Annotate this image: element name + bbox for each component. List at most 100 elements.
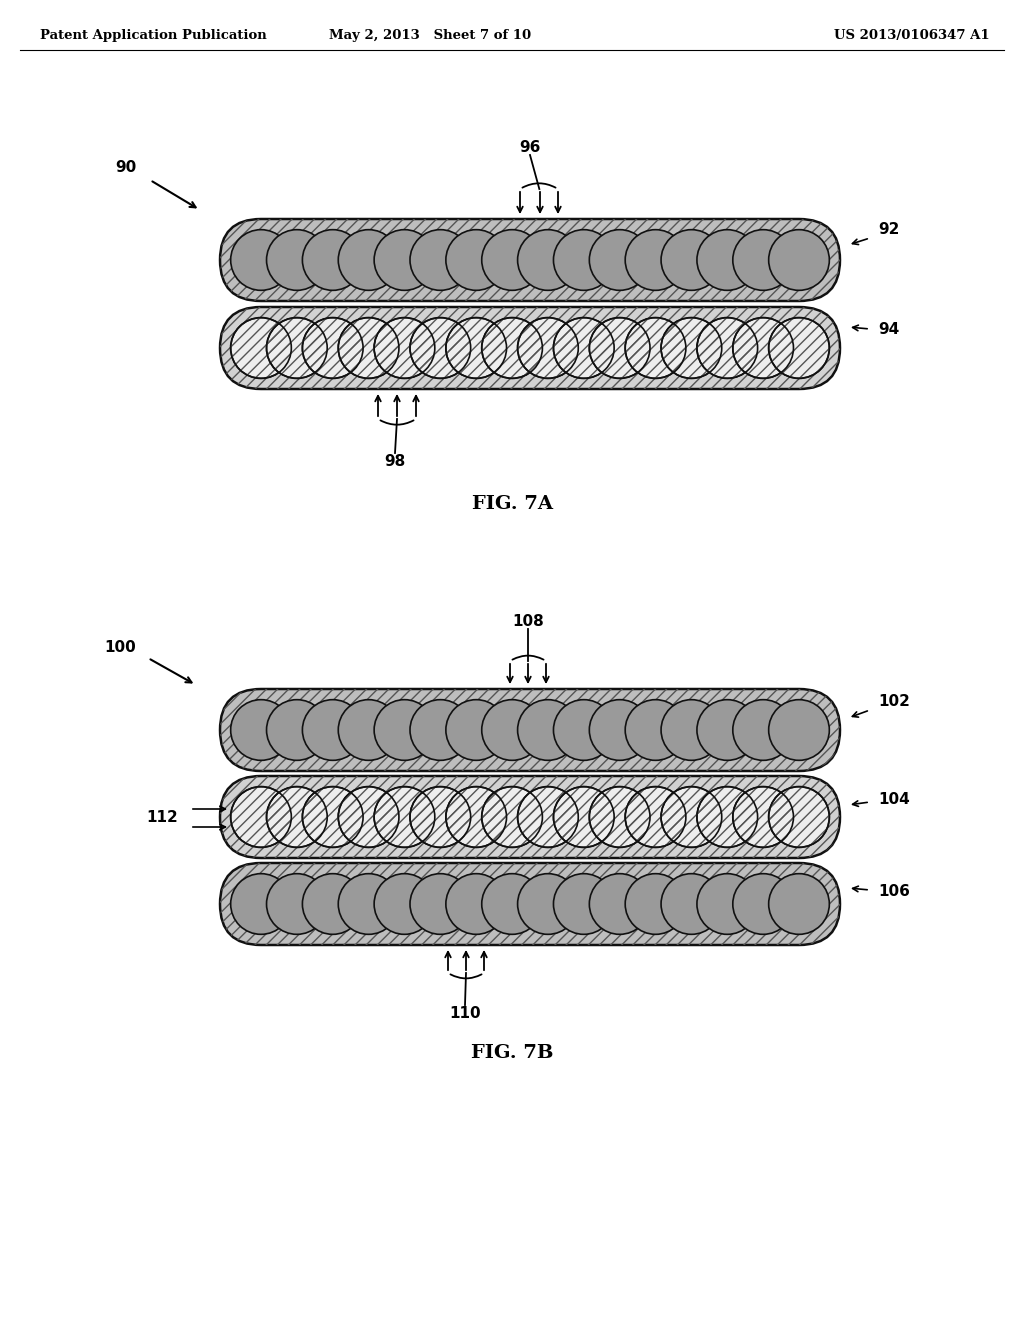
Circle shape <box>733 318 794 379</box>
Text: FIG. 7B: FIG. 7B <box>471 1044 553 1063</box>
Circle shape <box>662 230 722 290</box>
Circle shape <box>590 230 650 290</box>
Text: 96: 96 <box>519 140 541 154</box>
Circle shape <box>517 318 579 379</box>
Text: 94: 94 <box>878 322 899 338</box>
Circle shape <box>410 318 471 379</box>
Circle shape <box>302 318 364 379</box>
Circle shape <box>769 230 829 290</box>
Circle shape <box>553 787 614 847</box>
Circle shape <box>697 787 758 847</box>
Circle shape <box>410 787 471 847</box>
Circle shape <box>374 318 435 379</box>
Circle shape <box>230 874 292 935</box>
FancyBboxPatch shape <box>220 308 840 389</box>
Circle shape <box>769 787 829 847</box>
Circle shape <box>733 874 794 935</box>
Circle shape <box>410 230 471 290</box>
Circle shape <box>266 318 328 379</box>
Circle shape <box>445 700 507 760</box>
Text: May 2, 2013   Sheet 7 of 10: May 2, 2013 Sheet 7 of 10 <box>329 29 531 41</box>
Circle shape <box>481 318 543 379</box>
FancyBboxPatch shape <box>220 776 840 858</box>
Circle shape <box>733 787 794 847</box>
Circle shape <box>553 874 614 935</box>
Circle shape <box>302 787 364 847</box>
Circle shape <box>481 874 543 935</box>
Text: 90: 90 <box>116 161 136 176</box>
Circle shape <box>553 318 614 379</box>
Circle shape <box>302 874 364 935</box>
Text: Patent Application Publication: Patent Application Publication <box>40 29 266 41</box>
Text: 92: 92 <box>878 223 899 238</box>
Circle shape <box>769 874 829 935</box>
Circle shape <box>769 700 829 760</box>
Circle shape <box>302 700 364 760</box>
Circle shape <box>374 230 435 290</box>
Circle shape <box>481 700 543 760</box>
Circle shape <box>662 318 722 379</box>
Circle shape <box>553 230 614 290</box>
Text: 106: 106 <box>878 884 910 899</box>
Circle shape <box>517 787 579 847</box>
Circle shape <box>697 318 758 379</box>
Circle shape <box>266 787 328 847</box>
Circle shape <box>697 874 758 935</box>
FancyBboxPatch shape <box>220 219 840 301</box>
Circle shape <box>266 874 328 935</box>
Text: 102: 102 <box>878 694 910 710</box>
Circle shape <box>445 874 507 935</box>
Text: 112: 112 <box>146 809 178 825</box>
Circle shape <box>410 874 471 935</box>
Circle shape <box>230 787 292 847</box>
Circle shape <box>662 874 722 935</box>
Circle shape <box>445 318 507 379</box>
Circle shape <box>626 874 686 935</box>
Text: 104: 104 <box>878 792 909 808</box>
Circle shape <box>338 874 399 935</box>
Circle shape <box>590 874 650 935</box>
Text: 100: 100 <box>104 640 136 656</box>
Circle shape <box>266 700 328 760</box>
Circle shape <box>626 787 686 847</box>
Circle shape <box>590 787 650 847</box>
Circle shape <box>481 230 543 290</box>
Circle shape <box>374 874 435 935</box>
Circle shape <box>769 318 829 379</box>
Circle shape <box>517 700 579 760</box>
Circle shape <box>626 318 686 379</box>
Circle shape <box>410 700 471 760</box>
Circle shape <box>626 700 686 760</box>
Circle shape <box>338 318 399 379</box>
Circle shape <box>230 700 292 760</box>
Circle shape <box>590 318 650 379</box>
Circle shape <box>374 700 435 760</box>
Circle shape <box>733 700 794 760</box>
Circle shape <box>374 787 435 847</box>
Circle shape <box>445 787 507 847</box>
FancyBboxPatch shape <box>220 863 840 945</box>
Circle shape <box>338 787 399 847</box>
Circle shape <box>590 700 650 760</box>
Circle shape <box>517 874 579 935</box>
Circle shape <box>302 230 364 290</box>
Circle shape <box>481 787 543 847</box>
Circle shape <box>445 230 507 290</box>
FancyBboxPatch shape <box>220 689 840 771</box>
Circle shape <box>266 230 328 290</box>
Text: US 2013/0106347 A1: US 2013/0106347 A1 <box>835 29 990 41</box>
Circle shape <box>626 230 686 290</box>
Circle shape <box>662 700 722 760</box>
Circle shape <box>662 787 722 847</box>
Circle shape <box>230 318 292 379</box>
Text: FIG. 7A: FIG. 7A <box>471 495 553 513</box>
Text: 108: 108 <box>512 614 544 628</box>
Circle shape <box>230 230 292 290</box>
Circle shape <box>338 230 399 290</box>
Circle shape <box>553 700 614 760</box>
Circle shape <box>338 700 399 760</box>
Circle shape <box>517 230 579 290</box>
Text: 110: 110 <box>450 1006 481 1020</box>
Text: 98: 98 <box>384 454 406 469</box>
Circle shape <box>697 700 758 760</box>
